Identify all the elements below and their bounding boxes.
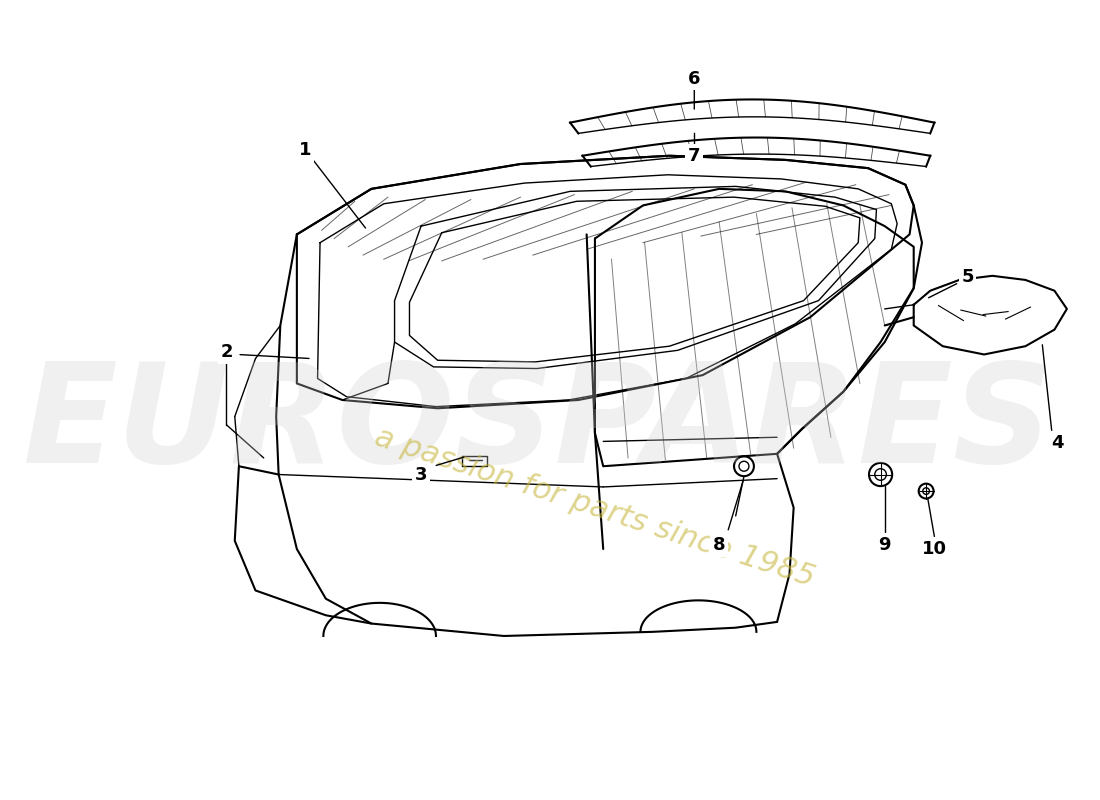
Text: 3: 3 (415, 466, 427, 483)
Text: a passion for parts since 1985: a passion for parts since 1985 (371, 422, 818, 593)
Text: 1: 1 (299, 141, 311, 159)
Text: 7: 7 (688, 146, 701, 165)
Text: 8: 8 (713, 536, 725, 554)
Text: 4: 4 (1050, 434, 1064, 452)
Text: 6: 6 (688, 70, 701, 88)
Text: EUROSPARES: EUROSPARES (22, 358, 1053, 492)
Text: 9: 9 (879, 536, 891, 554)
Text: 2: 2 (220, 343, 233, 361)
Text: 5: 5 (961, 269, 974, 286)
Text: 10: 10 (922, 540, 947, 558)
